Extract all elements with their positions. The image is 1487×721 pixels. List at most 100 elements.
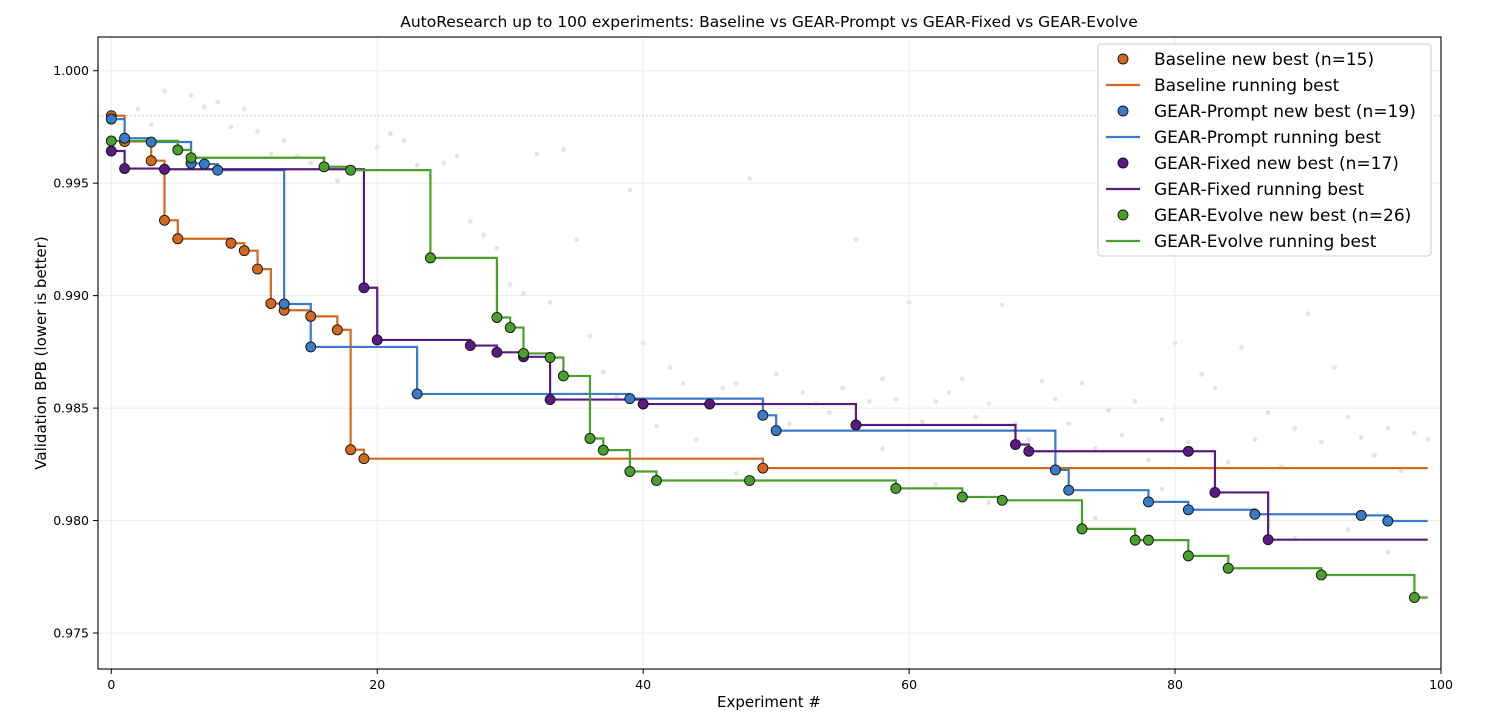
evolve-new-best-point — [318, 161, 330, 173]
background-point — [308, 160, 314, 166]
legend: Baseline new best (n=15) Baseline running… — [1097, 43, 1432, 257]
prompt-new-best-point — [1355, 509, 1367, 521]
baseline-new-best-point — [252, 263, 264, 275]
baseline-legend-marker — [1117, 53, 1129, 65]
prompt-legend-best-label: GEAR-Prompt new best (n=19) — [1154, 102, 1416, 122]
background-point — [1385, 425, 1391, 431]
baseline-new-best-point — [345, 444, 357, 456]
evolve-new-best-point — [185, 152, 197, 164]
background-point — [560, 147, 566, 152]
fixed-new-best-point — [159, 163, 170, 175]
fixed-new-best-point — [491, 346, 503, 358]
background-point — [999, 302, 1005, 308]
background-point — [494, 246, 500, 251]
background-point — [1172, 340, 1178, 346]
fixed-new-best-point — [544, 394, 556, 406]
evolve-new-best-point — [1129, 534, 1141, 546]
background-point — [1385, 549, 1391, 555]
y-axis-ticks: 0.975 0.980 0.985 0.990 0.995 1.000 — [53, 63, 98, 641]
y-tick-label: 0.995 — [53, 176, 89, 191]
background-point — [1398, 468, 1404, 474]
background-point — [1265, 410, 1271, 416]
background-point — [454, 153, 460, 159]
background-point — [228, 124, 234, 130]
fixed-new-best-point — [358, 282, 370, 294]
evolve-new-best-point — [651, 475, 662, 486]
evolve-new-best-point — [1222, 562, 1234, 574]
prompt-new-best-point — [1382, 515, 1394, 527]
background-point — [255, 129, 260, 134]
background-point — [906, 299, 912, 305]
chart-title: AutoResearch up to 100 experiments: Base… — [400, 13, 1138, 31]
fixed-legend-marker — [1117, 157, 1129, 169]
prompt-new-best-point — [770, 425, 782, 437]
background-point — [986, 500, 992, 505]
background-point — [1318, 439, 1324, 445]
background-point — [1039, 378, 1045, 384]
evolve-legend-best-label: GEAR-Evolve new best (n=26) — [1154, 206, 1411, 226]
evolve-new-best-point — [597, 444, 609, 456]
background-point — [547, 299, 553, 305]
prompt-new-best-point — [198, 158, 210, 170]
evolve-running-best-line — [111, 139, 1428, 599]
prompt-new-best-point — [145, 136, 157, 148]
background-point — [268, 151, 274, 157]
background-point — [747, 176, 752, 182]
background-point — [600, 369, 606, 375]
background-point — [840, 385, 846, 391]
fixed-new-best-point — [1023, 445, 1035, 457]
background-point — [1358, 434, 1364, 440]
background-point — [215, 99, 221, 105]
evolve-legend-marker — [1117, 209, 1129, 221]
background-point — [1292, 425, 1298, 431]
background-point — [1079, 380, 1085, 386]
prompt-new-best-point — [1182, 504, 1194, 516]
fixed-new-best-point — [850, 419, 862, 431]
evolve-new-best-point — [890, 482, 902, 494]
plot-frame — [97, 36, 1442, 670]
background-point — [1332, 365, 1338, 371]
background-point — [973, 414, 979, 420]
background-point — [401, 138, 407, 143]
background-point — [826, 410, 832, 416]
baseline-new-best-point — [305, 310, 317, 322]
background-point — [1026, 437, 1032, 442]
background-points — [135, 88, 1431, 555]
evolve-new-best-point — [624, 466, 636, 477]
background-point — [733, 470, 739, 476]
background-point — [1345, 414, 1351, 420]
background-point — [507, 282, 513, 287]
background-point — [866, 398, 872, 404]
background-point — [1252, 437, 1258, 442]
evolve-new-best-point — [504, 322, 516, 334]
evolve-new-best-point — [956, 491, 968, 503]
x-tick-label: 0 — [107, 677, 115, 692]
baseline-new-best-point — [331, 324, 343, 336]
background-point — [853, 237, 859, 242]
background-point — [467, 219, 473, 224]
background-point — [1212, 385, 1218, 391]
background-point — [933, 482, 939, 487]
fixed-new-best-point — [1010, 439, 1021, 450]
background-point — [1239, 344, 1244, 350]
prompt-new-best-point — [1249, 508, 1261, 520]
evolve-new-best-point — [1182, 550, 1194, 562]
x-axis-label: Experiment # — [717, 693, 821, 711]
x-tick-label: 100 — [1429, 677, 1453, 692]
x-axis-ticks: 0 20 40 60 80 100 — [107, 669, 1453, 692]
evolve-new-best-point — [424, 252, 436, 264]
fixed-new-best-point — [119, 163, 131, 175]
y-tick-label: 0.985 — [53, 401, 89, 416]
baseline-new-best-point — [265, 298, 277, 309]
fixed-new-best-point — [371, 334, 383, 346]
background-point — [1225, 459, 1231, 465]
background-point — [1412, 430, 1417, 436]
background-point — [1185, 439, 1191, 445]
prompt-new-best-point — [1063, 484, 1075, 496]
y-axis-label: Validation BPB (lower is better) — [32, 236, 50, 469]
y-tick-label: 1.000 — [53, 63, 89, 78]
background-point — [135, 106, 141, 112]
baseline-new-best-point — [757, 462, 769, 474]
fixed-new-best-point — [464, 340, 476, 352]
